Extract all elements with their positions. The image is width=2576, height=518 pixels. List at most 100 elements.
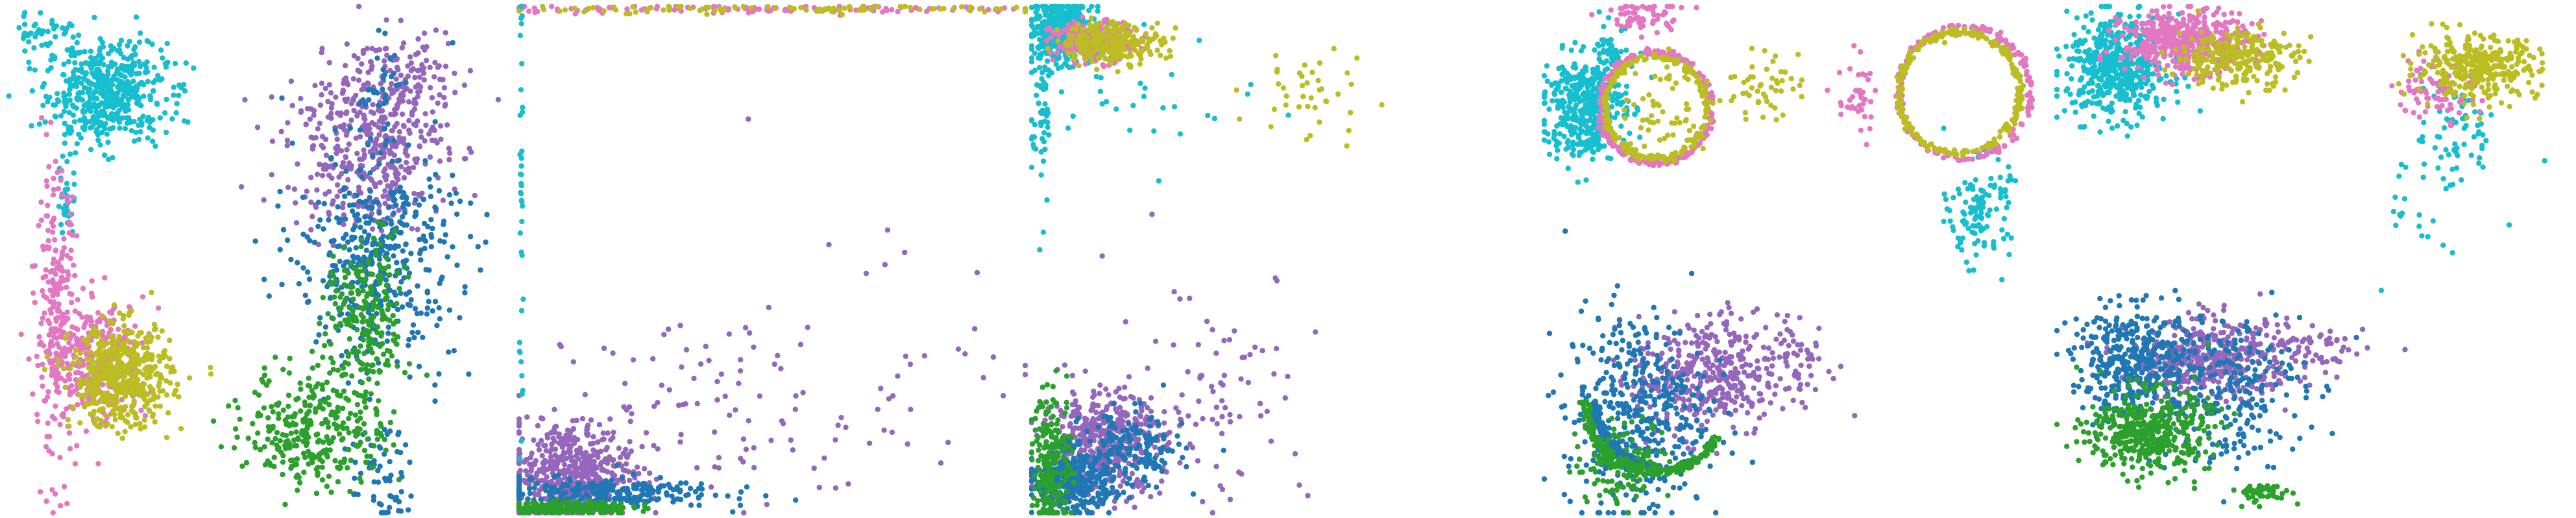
point — [590, 440, 596, 447]
point — [308, 134, 314, 140]
point — [330, 435, 336, 441]
point — [49, 487, 55, 493]
point — [845, 481, 851, 487]
point — [694, 465, 700, 471]
point — [315, 223, 321, 229]
point — [86, 334, 92, 340]
point — [71, 262, 77, 268]
point — [450, 172, 456, 179]
point — [333, 323, 339, 329]
point — [816, 6, 823, 12]
point — [48, 338, 55, 345]
point — [95, 461, 101, 467]
point — [107, 318, 113, 324]
point — [725, 493, 731, 499]
point — [317, 321, 322, 327]
point — [62, 384, 68, 390]
point — [269, 172, 274, 178]
point — [315, 362, 321, 369]
point — [108, 64, 114, 69]
point — [147, 97, 154, 103]
point — [325, 395, 331, 401]
point — [51, 56, 58, 62]
point — [377, 241, 383, 247]
point — [339, 204, 346, 211]
point — [47, 40, 53, 46]
point — [323, 447, 330, 453]
point — [344, 41, 350, 47]
point — [631, 471, 637, 478]
point — [277, 438, 284, 444]
point — [559, 456, 565, 462]
point — [519, 219, 525, 225]
point — [406, 337, 412, 343]
point — [348, 261, 354, 267]
point — [346, 305, 353, 311]
point — [278, 449, 284, 455]
point — [360, 337, 367, 343]
point — [387, 56, 393, 62]
point — [395, 67, 401, 73]
point — [313, 135, 319, 141]
point — [117, 51, 124, 56]
point — [145, 135, 151, 141]
point — [675, 4, 681, 10]
point — [372, 142, 378, 148]
point — [742, 325, 749, 331]
point — [55, 91, 60, 97]
point — [90, 412, 96, 417]
point — [406, 361, 413, 367]
point — [61, 365, 67, 372]
point — [293, 220, 300, 226]
point — [185, 119, 191, 125]
point — [371, 235, 377, 241]
point — [402, 369, 408, 376]
point — [615, 489, 622, 495]
point — [50, 223, 56, 229]
point — [351, 107, 357, 114]
point — [654, 497, 660, 503]
point — [295, 436, 301, 443]
point — [112, 374, 118, 380]
point — [677, 497, 684, 502]
point — [391, 253, 396, 259]
point — [313, 490, 320, 497]
point — [630, 357, 637, 363]
point — [389, 221, 395, 227]
point — [55, 384, 60, 389]
point — [273, 402, 280, 408]
point — [359, 380, 365, 386]
point — [371, 479, 377, 485]
point — [45, 227, 51, 234]
point — [86, 365, 91, 371]
point — [72, 60, 78, 66]
point — [387, 459, 393, 465]
point — [354, 356, 361, 362]
point — [744, 484, 750, 490]
point — [158, 47, 164, 53]
point — [385, 216, 391, 221]
point — [1064, 62, 1070, 69]
point — [73, 79, 79, 85]
point — [924, 8, 930, 14]
point — [383, 447, 389, 453]
point — [335, 243, 341, 250]
point — [312, 409, 319, 415]
point — [88, 104, 93, 110]
point — [548, 491, 554, 497]
point — [483, 239, 489, 245]
point — [346, 160, 352, 166]
point — [25, 31, 30, 37]
point — [740, 459, 746, 465]
point — [404, 257, 409, 264]
scatter-panel-2 — [516, 3, 1028, 516]
point — [101, 152, 108, 158]
point — [280, 367, 286, 373]
point — [402, 264, 407, 270]
point — [408, 68, 414, 74]
point — [611, 429, 616, 436]
point — [41, 247, 47, 253]
point — [346, 447, 352, 452]
point — [1028, 22, 1035, 28]
point — [332, 294, 337, 300]
